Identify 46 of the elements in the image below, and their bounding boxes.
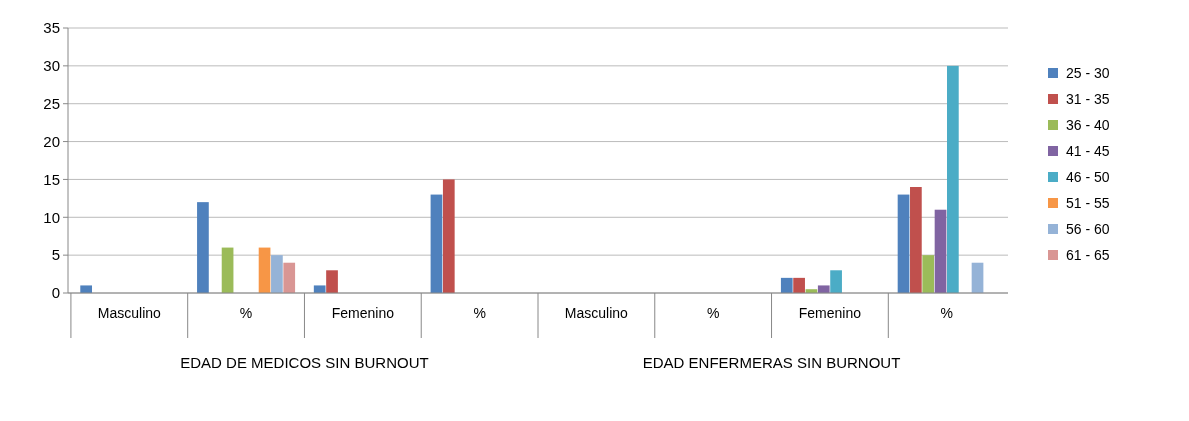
bar [271,255,283,293]
bar [947,65,959,293]
x-tick-label: Femenino [798,305,862,321]
legend-label: 46 - 50 [1066,168,1110,185]
bar [313,285,326,293]
x-tick-label: Femenino [331,305,395,321]
text: EDAD ENFERMERAS SIN BURNOUT [642,354,901,371]
bar [283,262,296,293]
x-tick-label: % [473,305,486,321]
bar [817,285,830,293]
legend-label: 25 - 30 [1066,64,1110,81]
bar [934,209,947,293]
bar [897,194,910,293]
text: EDAD DE MEDICOS SIN BURNOUT [180,354,429,371]
legend-label: 41 - 45 [1066,142,1110,159]
bar [780,277,793,293]
y-tick-label: 35 [43,19,60,37]
bar [197,202,209,293]
y-tick-label: 30 [43,57,60,75]
legend-label: 61 - 65 [1066,246,1110,263]
y-tick-label: 10 [43,208,60,226]
x-tick-label: % [706,305,720,321]
y-tick-label: 15 [43,170,60,188]
x-tick-label: Masculino [564,305,629,321]
x-tick-label: % [239,305,253,321]
x-tick-label: Masculino [97,305,162,321]
legend-label: 56 - 60 [1066,220,1110,237]
legend-label: 51 - 55 [1066,194,1110,211]
bar [793,277,805,293]
bar [326,270,338,293]
bar [430,194,443,293]
bar [910,187,922,293]
legend-label: 36 - 40 [1066,116,1110,133]
y-tick-label: 25 [43,94,60,112]
bar [442,179,455,293]
x-tick-label: % [940,305,953,321]
legend-label: 31 - 35 [1066,90,1110,107]
bar [221,247,234,293]
bar [922,255,935,293]
bar [258,247,271,293]
y-tick-label: 5 [51,246,60,264]
bar [80,285,93,293]
y-tick-label: 0 [51,284,60,302]
y-tick-label: 20 [43,132,60,150]
bar [830,270,842,293]
bar [971,262,984,293]
